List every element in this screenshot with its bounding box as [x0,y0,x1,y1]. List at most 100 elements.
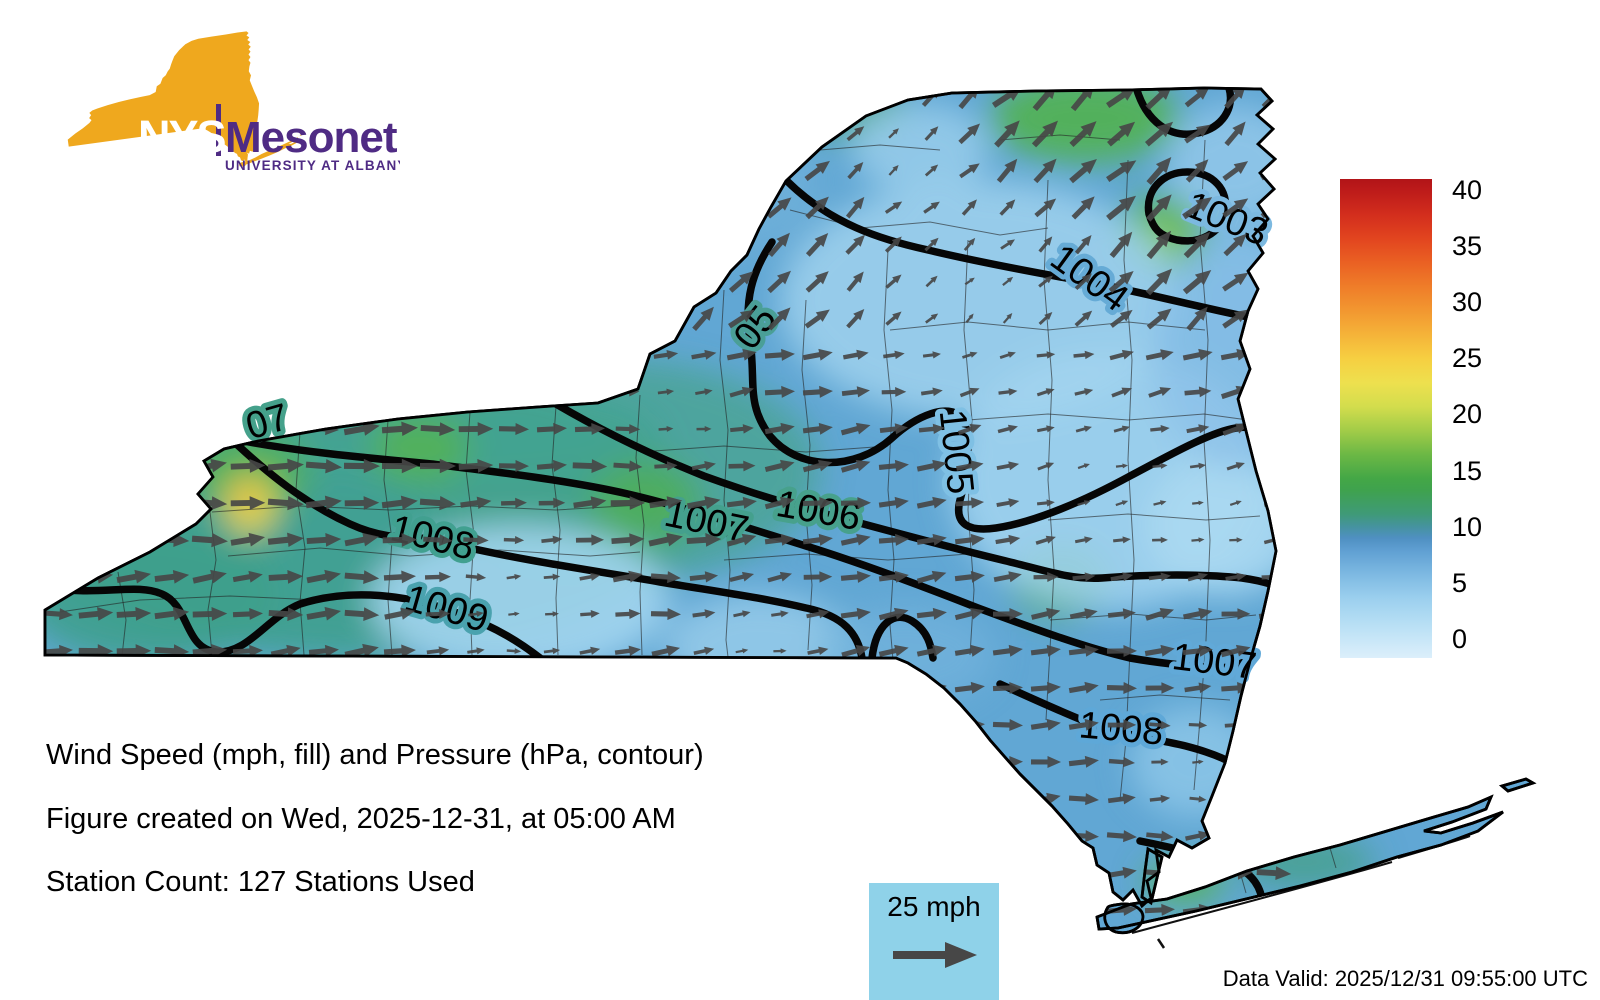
wind-arrow-icon [45,311,73,324]
wind-arrow-icon [1152,536,1168,544]
wind-arrow-icon [733,610,751,618]
wind-arrow-icon [996,461,1020,471]
colorbar-tick-label: 15 [1452,455,1483,486]
wind-arrow-icon [1068,644,1099,657]
wind-arrow-icon [232,349,263,362]
wind-arrow-icon [80,348,111,361]
wind-arrow-icon [1030,904,1061,917]
wind-arrow-icon [538,497,566,509]
wind-arrow-icon [580,610,600,618]
wind-arrow-icon [764,829,795,842]
wind-arrow-icon [194,385,225,398]
wind-arrow-icon [498,275,529,288]
wind-arrow-icon [499,940,530,954]
wind-arrow-icon [692,195,714,220]
wind-arrow-icon [1224,121,1246,147]
wind-arrow-icon [1002,313,1013,324]
wind-arrow-icon [230,459,266,473]
wind-arrow-icon [308,274,339,287]
wind-arrow-icon [460,496,492,509]
wind-arrow-icon [1077,463,1090,470]
wind-arrow-icon [458,459,494,473]
wind-arrow-icon [610,496,646,510]
wind-arrow-icon [1146,156,1172,185]
wind-arrow-icon [650,903,681,916]
wind-arrow-icon [802,385,833,398]
wind-arrow-icon [1149,794,1171,803]
wind-arrow-icon [802,496,833,509]
wind-arrow-icon [1182,866,1213,879]
wind-arrow-icon [460,237,491,250]
wind-arrow-icon [1148,387,1172,398]
wind-arrow-icon [1258,644,1289,658]
wind-arrow-icon [764,903,795,916]
wind-arrow-icon [230,496,266,510]
wind-arrow-icon [881,387,907,397]
wind-arrow-icon [1107,793,1136,805]
wind-arrow-icon [764,533,795,546]
wind-arrow-icon [575,940,606,954]
colorbar-tick-label: 35 [1452,231,1483,262]
wind-arrow-icon [460,904,491,917]
wind-arrow-icon [1069,940,1100,954]
wind-arrow-icon [1035,535,1056,545]
wind-arrow-icon [1113,536,1131,544]
wind-arrow-icon [1184,88,1210,108]
wind-arrow-icon [305,458,342,474]
wind-arrow-icon [157,386,187,398]
wind-arrow-icon [806,683,830,693]
wind-arrow-icon [80,903,111,916]
wind-arrow-icon [543,647,561,655]
wind-arrow-icon [536,904,567,917]
wind-arrow-icon [612,718,643,731]
wind-arrow-icon [726,496,757,509]
wind-arrow-icon [1115,500,1129,507]
wind-arrow-icon [346,681,377,694]
wind-arrow-icon [156,311,187,324]
wind-arrow-icon [1031,607,1061,620]
wind-arrow-icon [1071,196,1095,220]
wind-arrow-icon [574,348,605,361]
wind-arrow-icon [993,571,1022,583]
wind-arrow-icon [1221,941,1251,954]
colorbar-tick-label: 30 [1452,287,1483,318]
wind-arrow-icon [650,866,681,879]
wind-arrow-icon [116,495,151,510]
wind-arrow-icon [118,422,149,435]
wind-arrow-icon [612,89,643,102]
wind-arrow-icon [536,163,567,176]
wind-arrow-icon [156,938,188,956]
wind-arrow-icon [764,422,795,435]
wind-arrow-icon [1107,608,1136,620]
wind-arrow-icon [306,606,341,621]
wind-arrow-icon [267,532,304,547]
wind-arrow-icon [1068,866,1099,879]
wind-arrow-icon [650,274,681,287]
wind-arrow-icon [954,533,985,546]
wind-arrow-icon [1034,198,1057,218]
wind-arrow-icon [689,571,719,583]
wind-arrow-icon [954,681,985,694]
wind-arrow-icon [270,718,301,731]
wind-arrow-icon [1108,270,1134,293]
wind-arrow-icon [460,163,491,176]
wind-arrow-icon [503,535,525,545]
wind-arrow-icon [43,940,74,955]
wind-arrow-icon [845,234,866,255]
wind-arrow-icon [382,384,418,399]
wind-arrow-icon [344,607,380,622]
wind-arrow-icon [574,164,605,177]
wind-arrow-icon [1033,571,1059,582]
wind-arrow-icon [657,388,675,396]
wind-arrow-icon [688,830,719,843]
wind-arrow-icon [267,495,304,511]
wind-arrow-icon [194,238,225,251]
wind-arrow-icon [1256,829,1292,843]
wind-arrow-icon [154,569,190,584]
wind-arrow-icon [381,495,418,510]
contour-label: 1005 [931,408,982,496]
wind-arrow-icon [992,793,1023,806]
wind-arrow-icon [1259,941,1289,953]
wind-arrow-icon [1115,463,1129,469]
wind-arrow-icon [45,904,73,917]
